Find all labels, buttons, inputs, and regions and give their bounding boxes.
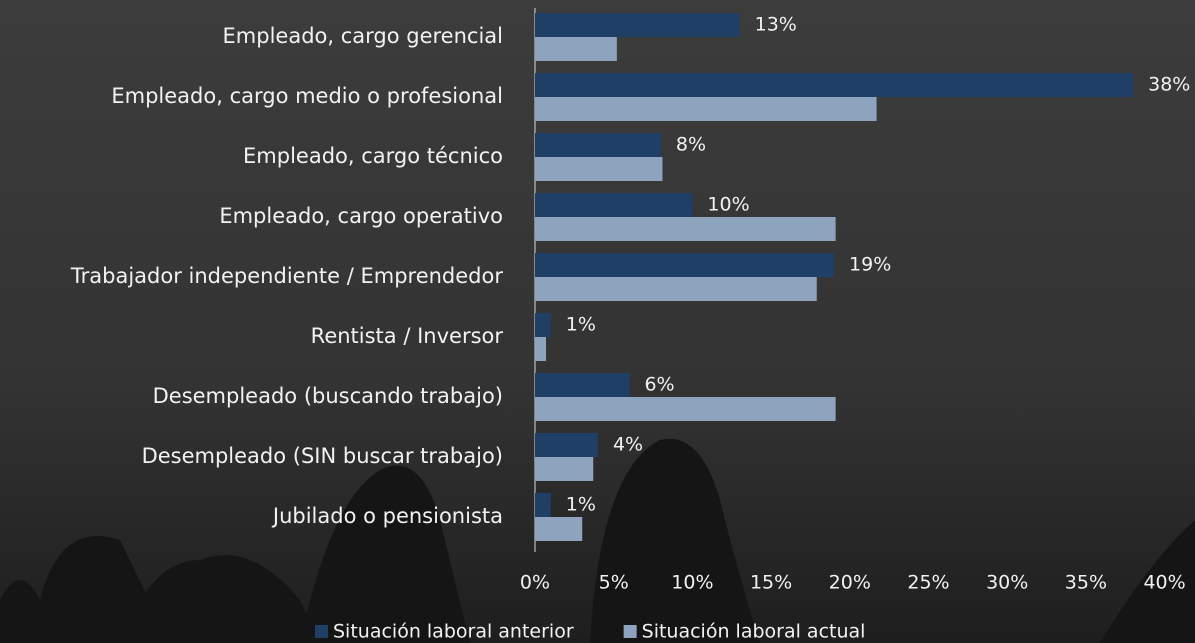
bar: [535, 457, 594, 481]
bar: [535, 193, 693, 217]
category-label: Empleado, cargo técnico: [243, 144, 503, 168]
category-label: Empleado, cargo operativo: [219, 204, 503, 228]
bar: [535, 97, 877, 121]
x-tick-label: 25%: [907, 572, 949, 594]
bar: [535, 493, 551, 517]
value-label: 6%: [644, 374, 674, 396]
bar: [535, 397, 836, 421]
category-label: Trabajador independiente / Emprendedor: [70, 264, 503, 288]
value-label: 13%: [755, 14, 797, 36]
bar: [535, 277, 817, 301]
value-label: 8%: [676, 134, 706, 156]
x-tick-label: 5%: [599, 572, 629, 594]
x-tick-label: 10%: [671, 572, 713, 594]
value-label: 4%: [613, 434, 643, 456]
bar: [535, 13, 740, 37]
bar: [535, 157, 663, 181]
legend-swatch: [315, 625, 328, 638]
legend-swatch: [623, 625, 637, 638]
silhouettes: [0, 438, 1195, 643]
bar: [535, 373, 630, 397]
value-label: 38%: [1148, 74, 1190, 96]
x-tick-label: 15%: [750, 572, 792, 594]
legend-label: Situación laboral anterior: [333, 621, 574, 643]
value-label: 19%: [849, 254, 891, 276]
value-label: 1%: [566, 314, 596, 336]
bar: [535, 133, 661, 157]
value-label: 1%: [566, 494, 596, 516]
bar: [535, 313, 551, 337]
category-label: Empleado, cargo medio o profesional: [111, 84, 503, 108]
bar: [535, 517, 583, 541]
bar: [535, 217, 836, 241]
bar: [535, 73, 1134, 97]
x-tick-label: 35%: [1065, 572, 1107, 594]
bar: [535, 433, 598, 457]
x-tick-label: 0%: [520, 572, 550, 594]
x-tick-label: 30%: [986, 572, 1028, 594]
x-tick-label: 40%: [1143, 572, 1185, 594]
bar: [535, 253, 835, 277]
category-label: Desempleado (buscando trabajo): [153, 384, 503, 408]
value-label: 10%: [707, 194, 749, 216]
category-label: Desempleado (SIN buscar trabajo): [142, 444, 503, 468]
x-tick-label: 20%: [829, 572, 871, 594]
category-label: Empleado, cargo gerencial: [223, 24, 503, 48]
bar: [535, 37, 617, 61]
bar: [535, 337, 547, 361]
category-label: Jubilado o pensionista: [271, 504, 503, 528]
category-label: Rentista / Inversor: [311, 324, 504, 348]
legend-label: Situación laboral actual: [642, 621, 866, 643]
